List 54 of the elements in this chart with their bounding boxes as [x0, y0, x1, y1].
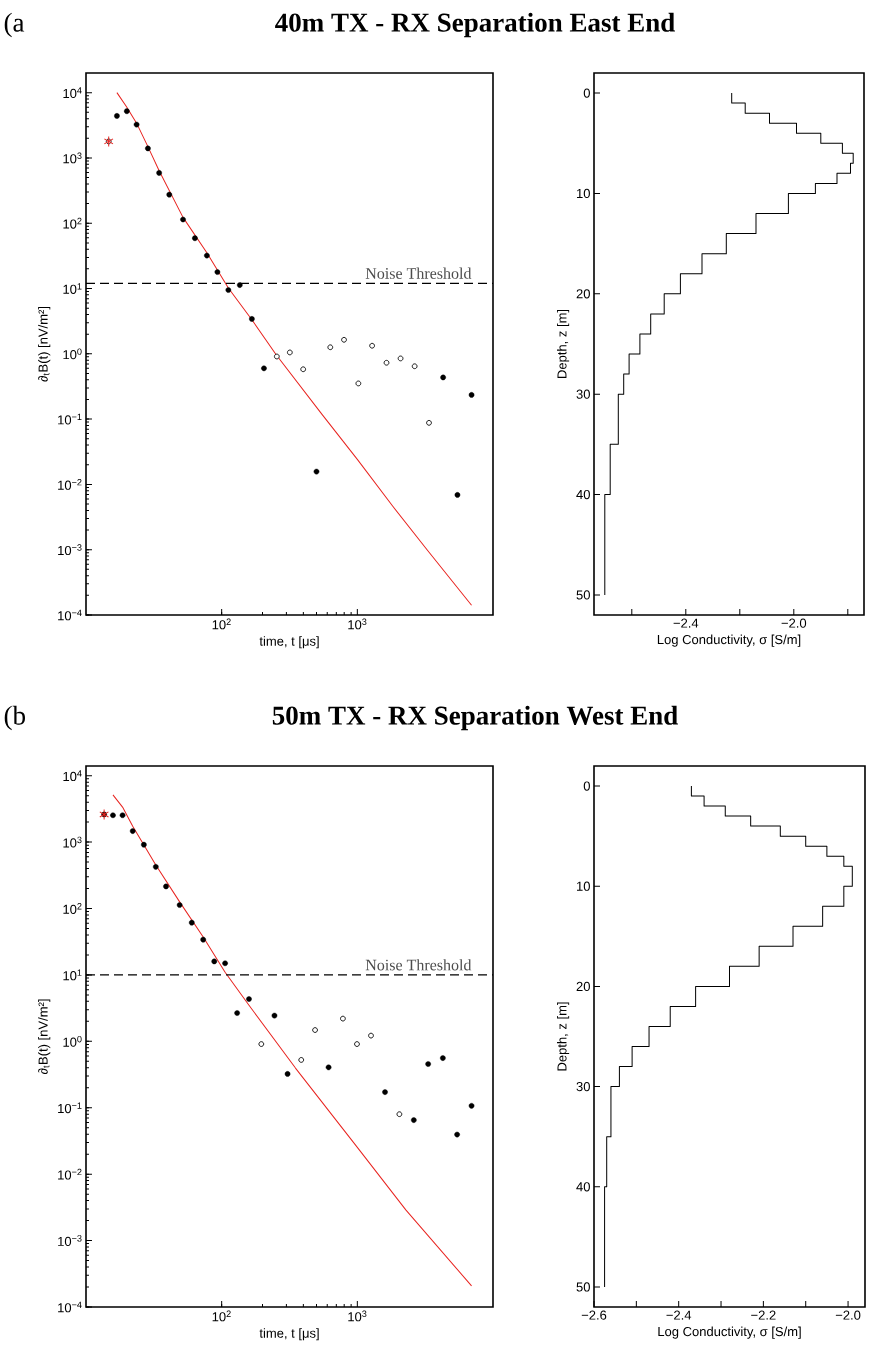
x-tick-label: −2.0	[781, 618, 807, 628]
y-tick-label: 30	[576, 389, 590, 399]
y-tick-label: 40	[576, 489, 590, 500]
y-tick-label: 10$^{2}$	[63, 217, 82, 229]
y-tick-label: 10	[576, 188, 590, 199]
x-axis-title: time, t [μs]	[259, 636, 319, 649]
y-tick-label: 0	[583, 88, 590, 98]
y-tick-label: 10$^{0}$	[63, 1035, 82, 1047]
y-tick-label: 10$^{4}$	[63, 770, 82, 782]
ref-line-label: Noise Threshold	[365, 267, 472, 279]
x-tick-label: 10$^{3}$	[348, 618, 367, 630]
chart-title: 40m TX - RX Separation East End	[275, 12, 675, 38]
y-tick-label: 10$^{4}$	[63, 87, 82, 99]
x-axis-title: Log Conductivity, σ [S/m]	[658, 1326, 801, 1339]
y-tick-label: 10$^{2}$	[63, 903, 82, 914]
y-tick-label: 0	[583, 781, 590, 791]
x-tick-label: 10$^{2}$	[212, 1310, 231, 1322]
y-tick-label: 50	[576, 1282, 590, 1292]
y-tick-label: 10$^{−3}$	[58, 1235, 82, 1246]
y-tick-label: 10$^{−3}$	[58, 544, 82, 556]
y-tick-label: 20	[576, 289, 590, 299]
x-tick-label: −2.6	[581, 1310, 607, 1320]
x-tick-label: 10$^{3}$	[348, 1310, 367, 1322]
y-tick-label: 10$^{0}$	[63, 348, 82, 360]
y-tick-label: 10$^{−4}$	[58, 1301, 82, 1313]
x-tick-label: 10$^{2}$	[212, 618, 231, 630]
y-tick-label: 10	[576, 881, 590, 891]
y-tick-label: 10$^{3}$	[63, 836, 82, 848]
y-tick-label: 10$^{1}$	[63, 283, 82, 294]
x-tick-label: −2.4	[673, 618, 699, 628]
y-tick-label: 50	[576, 590, 590, 600]
y-axis-title: Depth, z [m]	[557, 309, 570, 378]
y-tick-label: 10$^{3}$	[63, 152, 82, 164]
y-tick-label: 30	[576, 1081, 590, 1092]
y-axis-title: Depth, z [m]	[557, 1002, 570, 1071]
y-tick-label: 20	[576, 981, 590, 992]
x-tick-label: −2.0	[835, 1310, 861, 1320]
text: (a	[4, 12, 25, 38]
x-axis-title: Log Conductivity, σ [S/m]	[657, 634, 801, 647]
y-tick-label: 10$^{1}$	[63, 969, 82, 981]
y-tick-label: 10$^{−1}$	[58, 1102, 82, 1114]
y-axis-title: ∂$_{t}$B(t) [nV/m²]	[38, 306, 51, 382]
x-axis-title: time, t [μs]	[259, 1328, 319, 1341]
y-tick-label: 10$^{−1}$	[58, 413, 82, 425]
text: (b	[4, 705, 25, 731]
ref-line-label: Noise Threshold	[365, 959, 472, 971]
y-tick-label: 10$^{−2}$	[58, 478, 82, 490]
y-axis-title: ∂$_{t}$B(t) [nV/m²]	[38, 999, 51, 1075]
y-tick-label: 10$^{−4}$	[58, 609, 82, 621]
y-tick-label: 40	[576, 1182, 590, 1192]
x-tick-label: −2.2	[751, 1310, 776, 1320]
chart-title: 50m TX - RX Separation West End	[272, 705, 678, 731]
x-tick-label: −2.4	[666, 1310, 692, 1320]
y-tick-label: 10$^{−2}$	[58, 1168, 82, 1180]
